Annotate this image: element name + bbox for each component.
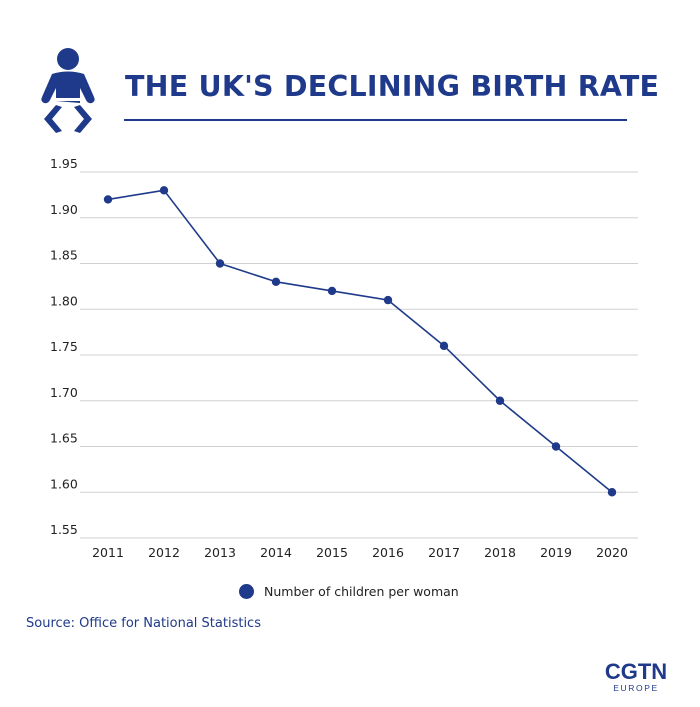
data-point (607, 488, 617, 497)
logo-wordmark: CGTN (605, 659, 667, 684)
y-tick-label: 1.85 (50, 248, 78, 263)
title-underline (124, 119, 627, 121)
x-tick-label: 2018 (484, 545, 516, 560)
x-tick-label: 2019 (540, 545, 572, 560)
y-tick-label: 1.65 (50, 431, 78, 446)
logo-subtitle: EUROPE (613, 683, 659, 693)
chart-title: THE UK'S DECLINING BIRTH RATE (125, 70, 660, 103)
y-tick-label: 1.80 (50, 293, 78, 308)
x-tick-label: 2011 (92, 545, 124, 560)
baby-icon (41, 48, 95, 133)
y-tick-label: 1.90 (50, 202, 78, 217)
x-tick-label: 2013 (204, 545, 236, 560)
legend-marker (239, 584, 254, 599)
y-tick-label: 1.60 (50, 476, 78, 491)
x-tick-label: 2016 (372, 545, 404, 560)
y-tick-label: 1.70 (50, 385, 78, 400)
data-point (271, 277, 281, 286)
source-note: Source: Office for National Statistics (26, 616, 261, 631)
x-tick-label: 2020 (596, 545, 628, 560)
cgtn-europe-logo: CGTN EUROPE (605, 659, 667, 693)
y-tick-label: 1.95 (50, 156, 78, 171)
x-tick-label: 2012 (148, 545, 180, 560)
x-tick-label: 2017 (428, 545, 460, 560)
data-point (159, 186, 169, 195)
legend: Number of children per woman (239, 584, 459, 599)
data-point (495, 396, 505, 405)
y-tick-label: 1.55 (50, 522, 78, 537)
data-point (103, 195, 113, 204)
x-tick-label: 2014 (260, 545, 292, 560)
data-point (383, 295, 393, 305)
data-point (215, 259, 225, 268)
data-point (439, 341, 449, 351)
legend-label: Number of children per woman (264, 584, 459, 599)
x-tick-label: 2015 (316, 545, 348, 560)
data-point (327, 286, 337, 296)
data-point (551, 442, 561, 451)
series-line (107, 189, 613, 493)
y-tick-label: 1.75 (50, 339, 78, 354)
